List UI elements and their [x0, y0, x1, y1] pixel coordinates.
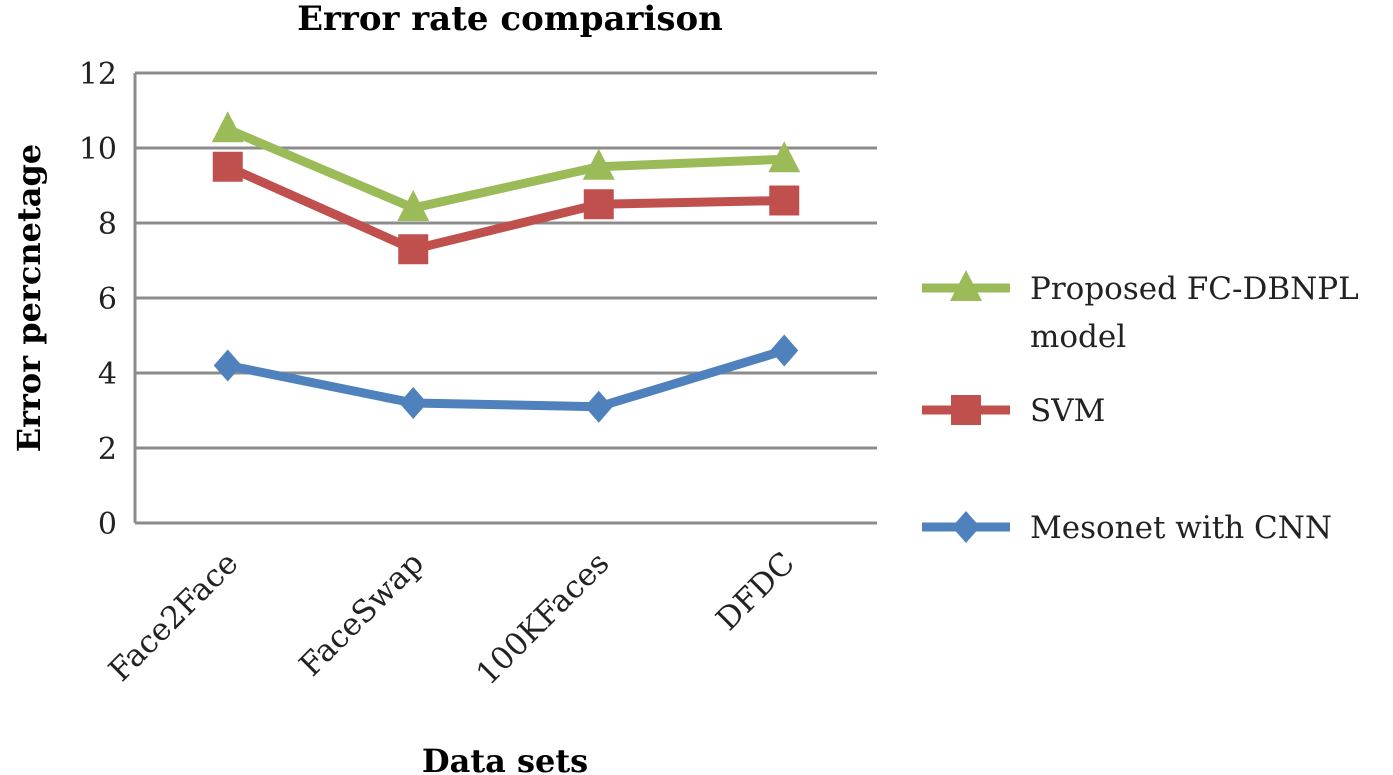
y-tick-label: 4 [98, 357, 117, 392]
y-tick-label: 2 [98, 432, 117, 467]
triangle-marker [768, 141, 801, 173]
triangle-marker [397, 190, 430, 221]
series-square [212, 151, 800, 265]
y-tick-label: 12 [79, 57, 117, 92]
series-line [225, 125, 785, 213]
x-tick-label: 100KFaces [469, 545, 616, 692]
y-tick-label: 8 [98, 207, 117, 242]
square-marker [951, 395, 981, 425]
series-group [211, 111, 801, 423]
diamond-marker [584, 390, 613, 423]
chart-title: Error rate comparison [297, 0, 723, 39]
legend-item: Proposed FC-DBNPL model [922, 270, 1359, 355]
legend-item: Mesonet with CNN [922, 510, 1332, 546]
diamond-marker [770, 334, 799, 367]
legend-label: SVM [1030, 393, 1105, 429]
triangle-marker [950, 270, 982, 301]
square-marker [212, 151, 243, 182]
square-marker [398, 234, 429, 265]
y-axis-ticks: 0 2 4 6 8 10 12 [79, 57, 117, 542]
x-tick-label: DFDC [709, 545, 802, 638]
diamond-marker [952, 511, 980, 543]
y-axis-title: Error percnetage [10, 144, 48, 452]
legend-label: Mesonet with CNN [1030, 510, 1332, 546]
series-line [225, 162, 785, 254]
x-axis-ticks: Face2Face FaceSwap 100KFaces DFDC [102, 545, 802, 692]
legend-item: SVM [922, 393, 1105, 429]
diamond-marker [213, 349, 242, 382]
series-diamond [213, 334, 799, 423]
legend-label: Proposed FC-DBNPL [1030, 271, 1359, 307]
series-triangle [211, 111, 801, 221]
triangle-marker [211, 111, 244, 143]
triangle-marker [582, 148, 615, 180]
y-tick-label: 10 [79, 132, 117, 167]
diamond-marker [399, 387, 428, 419]
series-line [226, 346, 786, 412]
square-marker [769, 185, 800, 216]
x-tick-label: FaceSwap [293, 545, 431, 683]
legend: Proposed FC-DBNPL model SVM Mesonet with CN… [922, 270, 1359, 546]
square-marker [583, 189, 614, 220]
x-tick-label: Face2Face [102, 545, 245, 688]
y-tick-label: 0 [98, 507, 117, 542]
x-axis-title: Data sets [422, 742, 588, 775]
y-tick-label: 6 [98, 282, 117, 317]
legend-label: model [1030, 319, 1126, 355]
